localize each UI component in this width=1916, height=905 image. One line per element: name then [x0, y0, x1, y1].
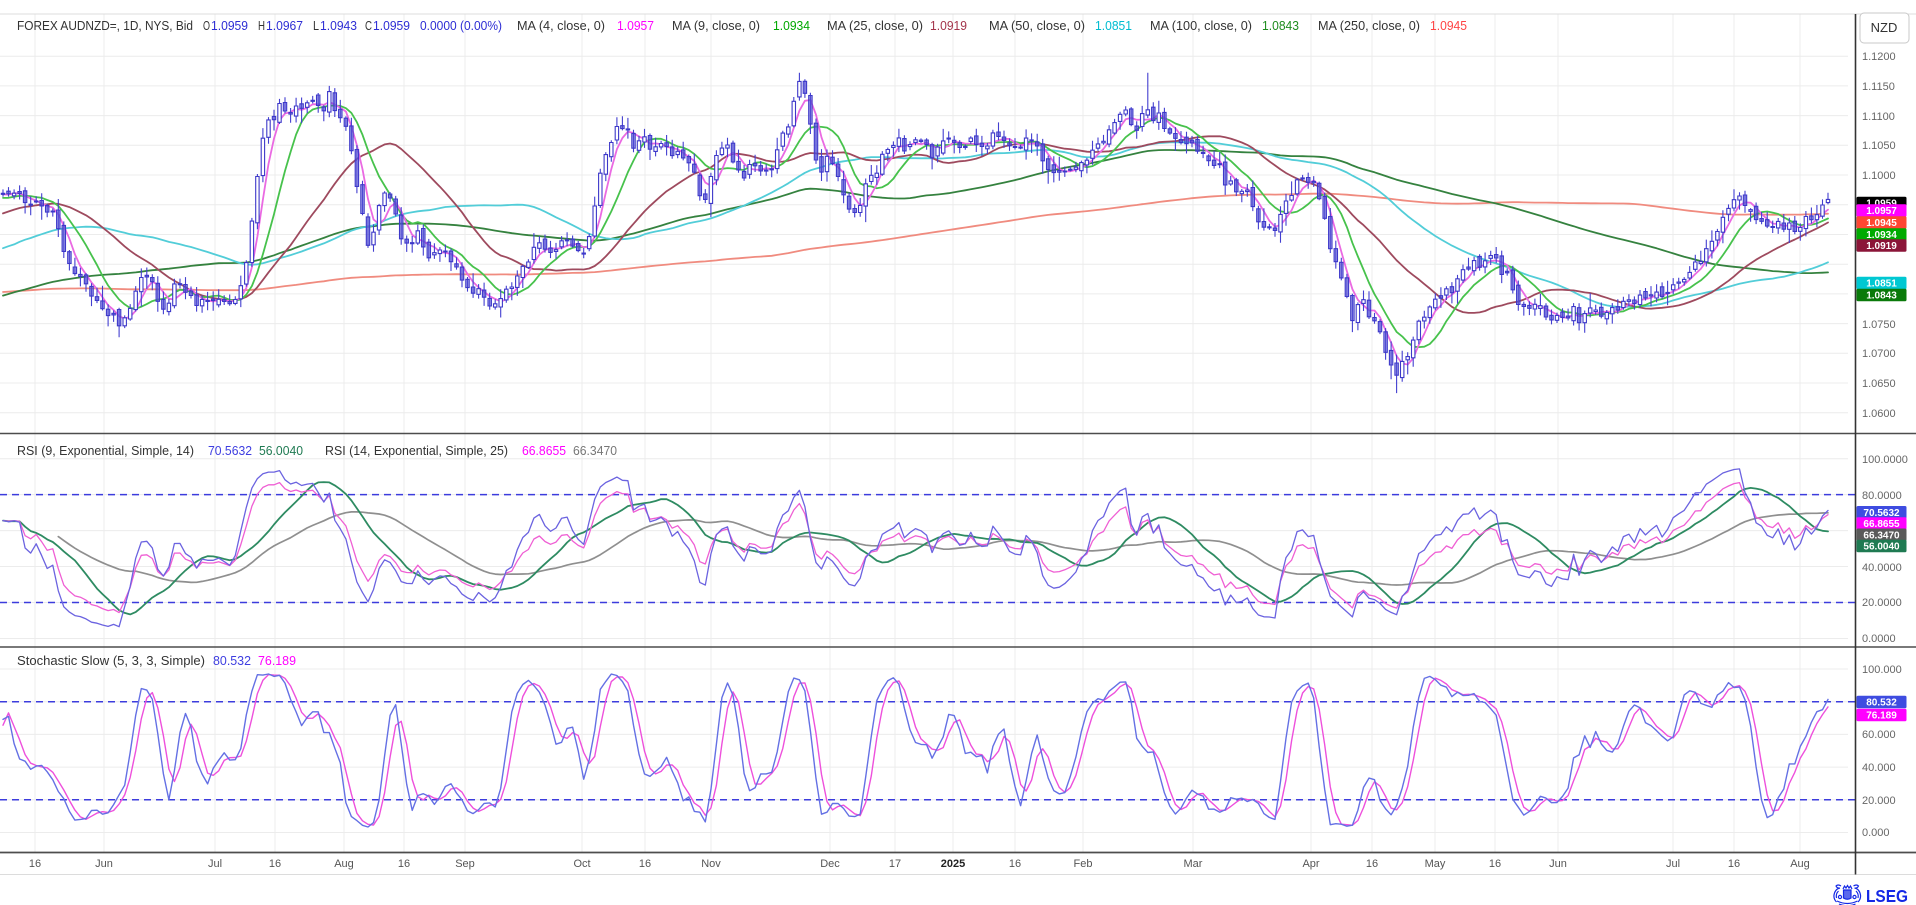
svg-text:Jul: Jul	[1666, 858, 1680, 870]
svg-text:O: O	[203, 19, 210, 33]
svg-text:C: C	[365, 19, 372, 33]
svg-text:RSI (14, Exponential, Simple,: RSI (14, Exponential, Simple, 25)	[325, 444, 508, 458]
svg-text:16: 16	[398, 858, 410, 870]
svg-text:1.0750: 1.0750	[1862, 319, 1896, 331]
svg-text:Jun: Jun	[1549, 858, 1567, 870]
svg-text:MA (50, close, 0): MA (50, close, 0)	[989, 19, 1085, 33]
svg-text:16: 16	[639, 858, 651, 870]
svg-text:H: H	[258, 19, 265, 33]
svg-text:20.000: 20.000	[1862, 795, 1896, 807]
svg-text:1.0843: 1.0843	[1866, 291, 1897, 302]
svg-text:MA (250, close, 0): MA (250, close, 0)	[1318, 19, 1420, 33]
svg-text:20.0000: 20.0000	[1862, 597, 1902, 609]
svg-text:16: 16	[1009, 858, 1021, 870]
svg-text:Nov: Nov	[701, 858, 721, 870]
svg-text:Stochastic Slow (5, 3, 3, Simp: Stochastic Slow (5, 3, 3, Simple)	[17, 654, 205, 668]
svg-text:1.1150: 1.1150	[1862, 81, 1895, 93]
svg-text:17: 17	[889, 858, 901, 870]
svg-text:Oct: Oct	[573, 858, 590, 870]
svg-text:Aug: Aug	[1790, 858, 1810, 870]
svg-text:66.8655: 66.8655	[522, 444, 566, 458]
svg-text:1.0843: 1.0843	[1262, 19, 1299, 33]
svg-text:56.0040: 56.0040	[259, 444, 303, 458]
svg-text:16: 16	[1728, 858, 1740, 870]
svg-text:1.0959: 1.0959	[373, 19, 410, 33]
svg-text:76.189: 76.189	[258, 654, 296, 668]
svg-text:1.1000: 1.1000	[1862, 170, 1896, 182]
svg-text:56.0040: 56.0040	[1863, 542, 1900, 553]
svg-text:1.0851: 1.0851	[1095, 19, 1132, 33]
svg-text:LSEG: LSEG	[1866, 886, 1908, 905]
svg-text:16: 16	[1366, 858, 1378, 870]
svg-text:16: 16	[1489, 858, 1501, 870]
svg-text:1.0957: 1.0957	[617, 19, 654, 33]
svg-text:16: 16	[29, 858, 41, 870]
svg-text:76.189: 76.189	[1866, 711, 1897, 722]
svg-text:Dec: Dec	[820, 858, 840, 870]
svg-text:FOREX AUDNZD=, 1D, NYS, Bid: FOREX AUDNZD=, 1D, NYS, Bid	[17, 19, 193, 33]
svg-text:100.000: 100.000	[1862, 664, 1902, 676]
svg-text:MA (25, close, 0): MA (25, close, 0)	[827, 19, 923, 33]
svg-text:1.1050: 1.1050	[1862, 140, 1896, 152]
svg-text:60.000: 60.000	[1862, 729, 1896, 741]
svg-text:0.0000 (0.00%): 0.0000 (0.00%)	[420, 19, 502, 33]
svg-text:1.0945: 1.0945	[1430, 19, 1467, 33]
svg-text:16: 16	[269, 858, 281, 870]
svg-text:70.5632: 70.5632	[208, 444, 252, 458]
svg-text:1.1200: 1.1200	[1862, 51, 1896, 63]
svg-text:40.000: 40.000	[1862, 762, 1896, 774]
svg-text:May: May	[1425, 858, 1446, 870]
svg-text:1.0600: 1.0600	[1862, 408, 1896, 420]
svg-text:MA (100, close, 0): MA (100, close, 0)	[1150, 19, 1252, 33]
svg-text:Mar: Mar	[1184, 858, 1203, 870]
svg-text:1.0700: 1.0700	[1862, 348, 1896, 360]
svg-text:80.532: 80.532	[213, 654, 251, 668]
svg-text:MA (9, close, 0): MA (9, close, 0)	[672, 19, 760, 33]
svg-text:1.0957: 1.0957	[1866, 206, 1897, 217]
svg-text:1.0959: 1.0959	[211, 19, 248, 33]
svg-text:Feb: Feb	[1074, 858, 1093, 870]
svg-text:Jul: Jul	[208, 858, 222, 870]
svg-text:1.0943: 1.0943	[320, 19, 357, 33]
svg-text:1.0945: 1.0945	[1866, 218, 1897, 229]
svg-text:Jun: Jun	[95, 858, 113, 870]
svg-text:MA (4, close, 0): MA (4, close, 0)	[517, 19, 605, 33]
svg-text:RSI (9, Exponential, Simple, 1: RSI (9, Exponential, Simple, 14)	[17, 444, 194, 458]
svg-text:66.8655: 66.8655	[1863, 519, 1900, 530]
svg-text:40.0000: 40.0000	[1862, 562, 1902, 574]
svg-text:1.1100: 1.1100	[1862, 111, 1895, 123]
svg-text:Apr: Apr	[1302, 858, 1319, 870]
svg-text:66.3470: 66.3470	[1863, 531, 1900, 542]
svg-text:1.0851: 1.0851	[1866, 279, 1897, 290]
svg-text:80.0000: 80.0000	[1862, 490, 1902, 502]
svg-text:Sep: Sep	[455, 858, 475, 870]
svg-text:0.000: 0.000	[1862, 827, 1890, 839]
svg-text:66.3470: 66.3470	[573, 444, 617, 458]
svg-text:2025: 2025	[941, 858, 965, 870]
svg-text:70.5632: 70.5632	[1863, 508, 1900, 519]
svg-text:1.0919: 1.0919	[1866, 241, 1897, 252]
svg-text:1.0919: 1.0919	[930, 19, 967, 33]
svg-text:1.0967: 1.0967	[266, 19, 303, 33]
svg-text:NZD: NZD	[1871, 20, 1898, 35]
svg-text:100.0000: 100.0000	[1862, 454, 1908, 466]
svg-text:80.532: 80.532	[1866, 698, 1897, 709]
svg-text:1.0934: 1.0934	[773, 19, 810, 33]
svg-text:Aug: Aug	[334, 858, 354, 870]
svg-text:1.0650: 1.0650	[1862, 378, 1896, 390]
svg-text:1.0934: 1.0934	[1866, 230, 1897, 241]
svg-text:0.0000: 0.0000	[1862, 633, 1896, 645]
svg-text:L: L	[313, 19, 319, 33]
